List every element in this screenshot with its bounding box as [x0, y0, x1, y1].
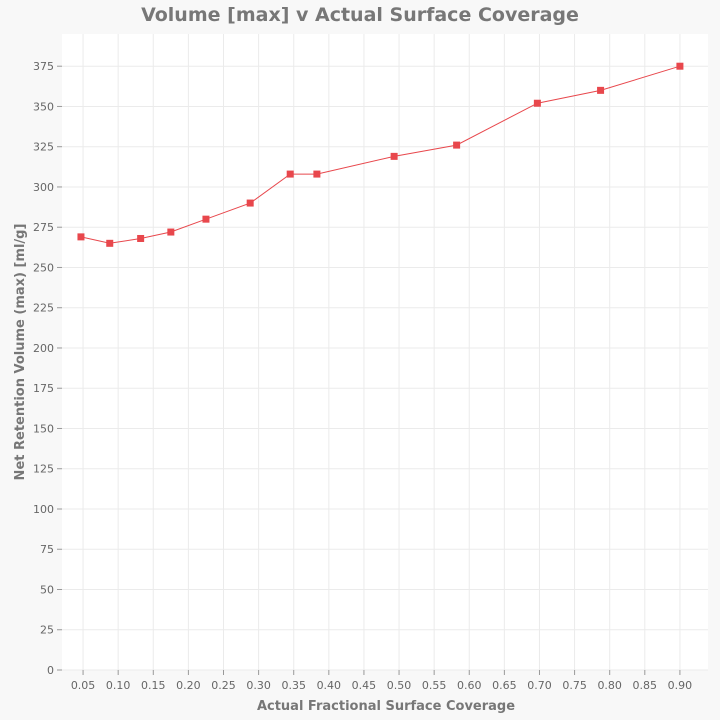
x-tick-label: 0.55 [422, 679, 447, 692]
data-point [137, 234, 145, 242]
x-tick-label: 0.70 [527, 679, 552, 692]
x-tick-label: 0.65 [492, 679, 517, 692]
x-tick-label: 0.05 [71, 679, 96, 692]
x-tick-label: 0.75 [562, 679, 587, 692]
series-group [77, 62, 684, 247]
y-tick-label: 175 [33, 382, 54, 395]
y-tick-label: 375 [33, 60, 54, 73]
x-tick-label: 0.45 [352, 679, 377, 692]
data-point [246, 199, 254, 207]
x-tick-label: 0.20 [176, 679, 201, 692]
chart-title: Volume [max] v Actual Surface Coverage [141, 4, 579, 26]
data-point [202, 215, 210, 223]
x-tick-label: 0.25 [211, 679, 236, 692]
y-tick-label: 100 [33, 503, 54, 516]
grid [62, 34, 708, 671]
x-tick-label: 0.60 [457, 679, 482, 692]
x-tick-label: 0.40 [317, 679, 342, 692]
plot-area [62, 34, 708, 670]
y-axis-label: Net Retention Volume (max) [ml/g] [13, 224, 28, 481]
y-tick-label: 125 [33, 463, 54, 476]
y-tick-label: 275 [33, 221, 54, 234]
data-point [533, 99, 541, 107]
x-tick-label: 0.80 [597, 679, 622, 692]
y-tick-label: 225 [33, 302, 54, 315]
y-tick-label: 50 [40, 583, 54, 596]
y-tick-label: 250 [33, 261, 54, 274]
x-tick-label: 0.90 [668, 679, 693, 692]
data-point [77, 233, 85, 241]
data-point [167, 228, 175, 236]
axis-ticks: 0.05 0.10 0.15 0.20 0.25 0.30 0.35 0.40 0.45 0.50… [33, 60, 692, 692]
x-tick-label: 0.15 [141, 679, 166, 692]
y-tick-label: 325 [33, 141, 54, 154]
data-point [597, 86, 605, 94]
y-tick-label: 75 [40, 543, 54, 556]
y-tick-label: 25 [40, 624, 54, 637]
y-tick-label: 350 [33, 100, 54, 113]
data-point [453, 141, 461, 149]
data-point [313, 170, 321, 178]
data-point [286, 170, 294, 178]
data-point [390, 152, 398, 160]
y-tick-label: 0 [47, 664, 54, 677]
x-tick-label: 0.10 [106, 679, 131, 692]
data-point [676, 62, 684, 70]
x-axis-label: Actual Fractional Surface Coverage [257, 699, 515, 714]
x-tick-label: 0.30 [246, 679, 271, 692]
x-tick-label: 0.50 [387, 679, 412, 692]
y-tick-label: 300 [33, 181, 54, 194]
x-tick-label: 0.85 [633, 679, 658, 692]
data-point [106, 239, 114, 247]
y-tick-label: 200 [33, 342, 54, 355]
y-tick-label: 150 [33, 422, 54, 435]
x-tick-label: 0.35 [281, 679, 306, 692]
